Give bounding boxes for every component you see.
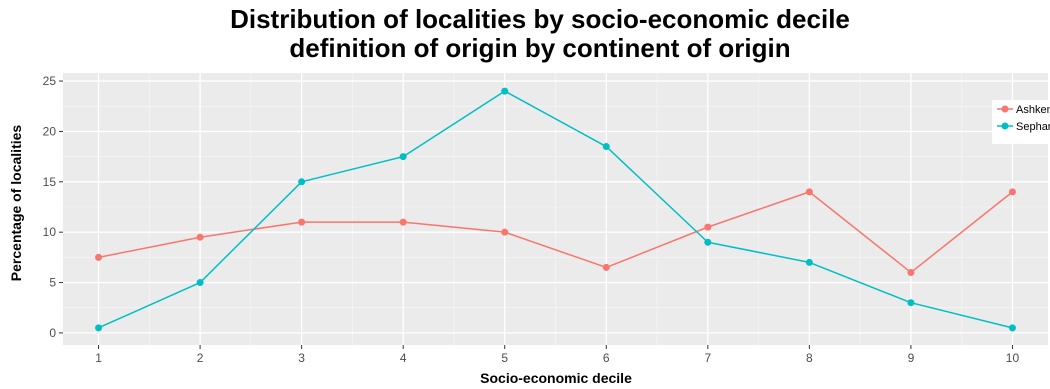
legend-background: [992, 100, 1050, 144]
x-tick-label: 4: [400, 351, 407, 365]
data-point-ashkenazi: [805, 188, 813, 196]
data-point-ashkenazi: [602, 263, 610, 271]
y-tick-label: 15: [43, 175, 57, 189]
minor-gridlines: [63, 73, 1048, 345]
data-point-sephardi: [1008, 324, 1016, 332]
legend-key-point-ashkenazi: [1001, 105, 1009, 113]
data-point-ashkenazi: [501, 228, 509, 236]
legend-label-sephardi: Sephardi: [1016, 121, 1050, 133]
x-tick-label: 9: [908, 351, 915, 365]
x-axis: 1 2 3 4 5 6 7 8 9 10: [95, 345, 1019, 365]
data-point-ashkenazi: [399, 218, 407, 226]
y-tick-label: 5: [49, 276, 56, 290]
y-tick-label: 10: [43, 225, 57, 239]
series-line-sephardi: [98, 90, 1013, 329]
data-point-ashkenazi: [1008, 188, 1016, 196]
y-axis: 0 5 10 15 20 25: [43, 74, 63, 340]
x-tick-label: 2: [197, 351, 204, 365]
data-point-sephardi: [805, 258, 813, 266]
chart-title-line-1: Distribution of localities by socio-econ…: [230, 4, 850, 34]
x-tick-label: 10: [1006, 351, 1020, 365]
y-tick-label: 0: [49, 326, 56, 340]
data-point-sephardi: [95, 324, 103, 332]
x-tick-label: 7: [704, 351, 711, 365]
y-axis-title: Percentage of localities: [8, 125, 24, 282]
data-point-ashkenazi: [907, 268, 915, 276]
data-point-ashkenazi: [298, 218, 306, 226]
legend-label-ashkenazi: Ashkenazi: [1016, 104, 1050, 116]
data-point-sephardi: [196, 279, 204, 287]
series-lines: [98, 90, 1013, 329]
legend: Ashkenazi Sephardi: [992, 100, 1050, 144]
x-axis-title: Socio-economic decile: [480, 370, 632, 386]
series-line-ashkenazi: [98, 191, 1013, 274]
data-point-ashkenazi: [196, 233, 204, 241]
data-point-sephardi: [298, 178, 306, 186]
data-point-sephardi: [704, 238, 712, 246]
legend-key-point-sephardi: [1001, 122, 1009, 130]
x-tick-label: 3: [298, 351, 305, 365]
data-point-sephardi: [399, 153, 407, 161]
x-tick-label: 8: [806, 351, 813, 365]
data-point-sephardi: [907, 299, 915, 307]
data-point-ashkenazi: [704, 223, 712, 231]
y-tick-label: 25: [43, 74, 57, 88]
x-tick-label: 5: [501, 351, 508, 365]
data-point-sephardi: [501, 87, 509, 95]
data-point-sephardi: [602, 143, 610, 151]
chart-title-line-2: definition of origin by continent of ori…: [289, 33, 790, 63]
series-points: [95, 87, 1016, 332]
x-tick-label: 1: [95, 351, 102, 365]
y-tick-label: 20: [43, 124, 57, 138]
x-tick-label: 6: [603, 351, 610, 365]
major-gridlines: [63, 73, 1048, 345]
data-point-ashkenazi: [95, 253, 103, 261]
